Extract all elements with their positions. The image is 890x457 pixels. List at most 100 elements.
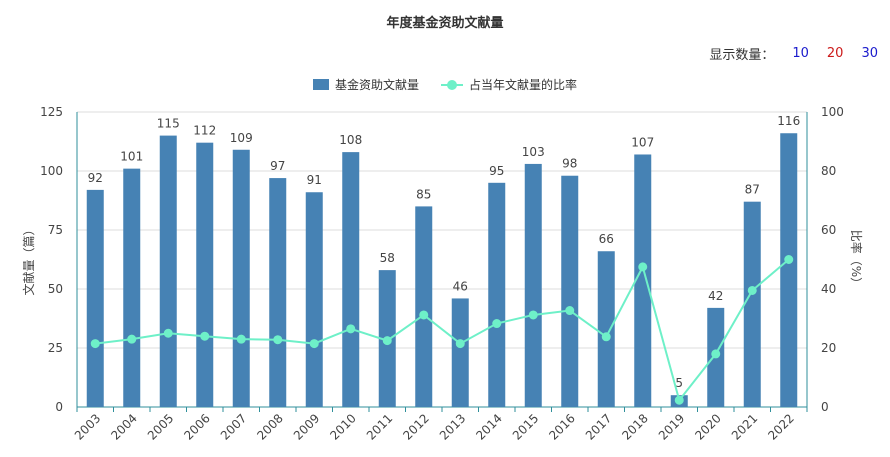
x-tick-label: 2011 — [364, 411, 395, 442]
ratio-point[interactable] — [236, 334, 246, 344]
ratio-point[interactable] — [200, 331, 210, 341]
x-tick-label: 2016 — [546, 411, 577, 442]
x-tick-label: 2021 — [729, 411, 760, 442]
y2-axis-title: 比率（%） — [849, 230, 864, 289]
ratio-point[interactable] — [163, 328, 173, 338]
bar[interactable] — [342, 152, 360, 407]
y-tick-label: 125 — [40, 105, 63, 119]
bar[interactable] — [451, 298, 469, 407]
ratio-point[interactable] — [382, 336, 392, 346]
display-count-selector: 显示数量： 10 20 30 — [709, 44, 878, 63]
legend-line-swatch — [441, 79, 463, 91]
bar[interactable] — [524, 163, 542, 407]
y-tick-label: 75 — [48, 223, 63, 237]
ratio-point[interactable] — [711, 349, 721, 359]
bar[interactable] — [780, 133, 798, 408]
x-tick-label: 2020 — [692, 411, 723, 442]
legend-label-line-series: 占当年文献量的比率 — [469, 78, 578, 92]
bar[interactable] — [86, 189, 104, 407]
x-tick-label: 2013 — [437, 411, 468, 442]
x-tick-label: 2006 — [181, 411, 212, 442]
x-tick-label: 2009 — [291, 411, 322, 442]
bar-value-label: 85 — [416, 187, 431, 201]
bar[interactable] — [634, 154, 652, 407]
y-axis-title: 文献量（篇） — [21, 223, 36, 295]
bar-value-label: 87 — [745, 183, 760, 197]
ratio-point[interactable] — [601, 332, 611, 342]
bar-value-label: 5 — [675, 376, 683, 390]
x-tick-label: 2005 — [145, 411, 176, 442]
ratio-point[interactable] — [638, 262, 648, 272]
bar-value-label: 66 — [599, 232, 614, 246]
legend-bar-swatch — [312, 79, 329, 90]
ratio-line — [95, 258, 790, 403]
x-tick-label: 2018 — [619, 411, 650, 442]
display-count-option-10[interactable]: 10 — [792, 46, 809, 61]
legend-item-line-series[interactable]: 占当年文献量的比率 — [441, 76, 577, 93]
legend: 基金资助文献量 占当年文献量的比率 — [0, 76, 890, 93]
y-tick-label: 100 — [40, 164, 63, 178]
ratio-point[interactable] — [273, 335, 283, 345]
x-tick-label: 2017 — [583, 411, 614, 442]
ratio-point[interactable] — [90, 339, 100, 349]
ratio-point[interactable] — [747, 285, 757, 295]
ratio-point[interactable] — [565, 306, 575, 316]
ratio-point[interactable] — [309, 339, 319, 349]
display-count-option-20[interactable]: 20 — [826, 46, 844, 61]
chart-title: 年度基金资助文献量 — [386, 16, 504, 31]
y2-tick-label: 20 — [821, 341, 836, 355]
x-tick-label: 2004 — [108, 411, 139, 442]
legend-item-bar-series[interactable]: 基金资助文献量 — [312, 76, 419, 93]
bar[interactable] — [123, 168, 141, 407]
bar[interactable] — [743, 201, 761, 407]
x-tick-label: 2015 — [510, 411, 541, 442]
x-tick-label: 2019 — [656, 411, 687, 442]
y2-tick-label: 0 — [821, 400, 829, 414]
x-tick-label: 2008 — [254, 411, 285, 442]
bar-value-label: 98 — [562, 157, 577, 171]
y-tick-label: 0 — [55, 400, 63, 414]
ratio-point[interactable] — [127, 334, 137, 344]
bar[interactable] — [415, 206, 433, 407]
ratio-point[interactable] — [455, 339, 465, 349]
bar-value-label: 103 — [522, 145, 545, 159]
ratio-point[interactable] — [492, 319, 502, 329]
bar-value-label: 109 — [230, 131, 253, 145]
bar-value-label: 112 — [193, 124, 216, 138]
y2-tick-label: 100 — [821, 105, 844, 119]
bar[interactable] — [269, 178, 287, 407]
ratio-point[interactable] — [419, 310, 429, 320]
x-tick-label: 2007 — [218, 411, 249, 442]
bar[interactable] — [488, 182, 506, 407]
ratio-point[interactable] — [674, 395, 684, 405]
x-tick-label: 2014 — [473, 411, 504, 442]
display-count-option-30[interactable]: 30 — [861, 46, 878, 61]
bar-value-label: 42 — [708, 289, 723, 303]
bar-value-label: 115 — [157, 117, 180, 131]
y-tick-label: 50 — [48, 282, 63, 296]
ratio-point[interactable] — [528, 310, 538, 320]
bar[interactable] — [305, 192, 323, 407]
bar[interactable] — [232, 149, 250, 407]
y2-tick-label: 80 — [821, 164, 836, 178]
bar-value-label: 97 — [270, 159, 285, 173]
ratio-point[interactable] — [346, 324, 356, 334]
y2-tick-label: 60 — [821, 223, 836, 237]
bar[interactable] — [196, 142, 214, 407]
display-count-label: 显示数量： — [709, 48, 775, 63]
bar-value-label: 108 — [339, 133, 362, 147]
ratio-point[interactable] — [784, 255, 794, 264]
bar[interactable] — [597, 251, 615, 407]
bar[interactable] — [159, 135, 177, 407]
legend-label-bar-series: 基金资助文献量 — [334, 78, 419, 92]
bar-value-label: 91 — [307, 173, 322, 187]
x-tick-label: 2012 — [400, 411, 431, 442]
x-tick-label: 2003 — [72, 411, 103, 442]
bar-value-label: 107 — [631, 135, 654, 149]
bar-value-label: 46 — [453, 279, 468, 293]
x-tick-label: 2010 — [327, 411, 358, 442]
bar[interactable] — [561, 175, 579, 407]
y2-tick-label: 40 — [821, 282, 836, 296]
bar-value-label: 95 — [489, 164, 504, 178]
